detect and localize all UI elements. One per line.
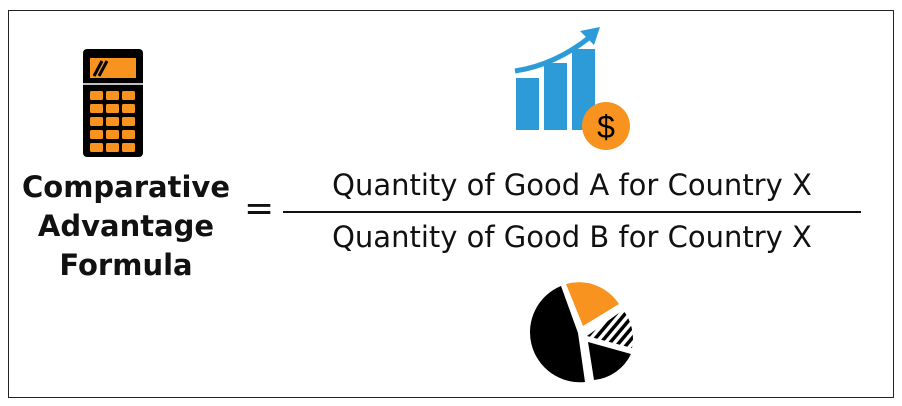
calculator-key	[90, 91, 103, 100]
pie-slice-small-black	[588, 342, 631, 380]
equals-sign: =	[244, 188, 275, 229]
pie-slice-large-black	[529, 286, 585, 383]
numerator: Quantity of Good A for Country X	[332, 168, 812, 202]
calculator-key	[122, 91, 135, 100]
dollar-sign: $	[597, 109, 615, 145]
calculator-key	[106, 143, 119, 152]
fraction-bar	[283, 211, 861, 213]
calculator-key	[106, 91, 119, 100]
calculator-key	[90, 104, 103, 113]
calculator-icon	[83, 49, 143, 157]
title-line: Comparative	[22, 170, 230, 204]
calculator-key	[90, 117, 103, 126]
calculator-key	[106, 117, 119, 126]
calculator-key	[122, 117, 135, 126]
title-line: Formula	[59, 248, 193, 282]
calculator-key	[90, 130, 103, 139]
denominator: Quantity of Good B for Country X	[332, 220, 812, 254]
calculator-key	[90, 143, 103, 152]
calculator-key	[122, 143, 135, 152]
formula-title: Comparative Advantage Formula	[10, 168, 242, 285]
pie-chart-icon	[529, 282, 633, 383]
bar-chart-dollar-icon: $	[514, 27, 630, 150]
calculator-key	[106, 130, 119, 139]
calculator-key	[122, 104, 135, 113]
title-line: Advantage	[37, 209, 215, 243]
pie-slice-orange	[566, 282, 619, 326]
pie-slice-hatched	[587, 310, 633, 348]
calculator-key	[106, 104, 119, 113]
diagram-frame	[8, 10, 894, 398]
calculator-key	[122, 130, 135, 139]
